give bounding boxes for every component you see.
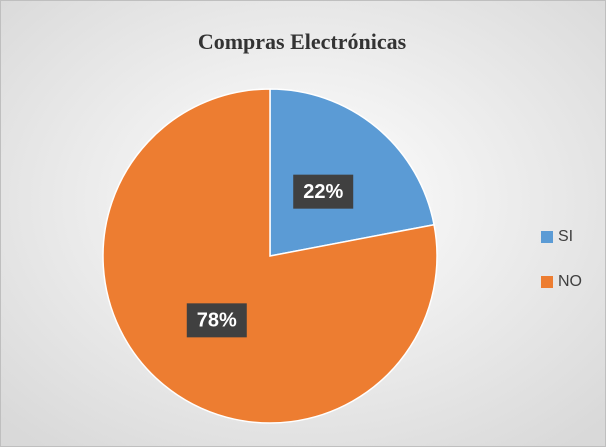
data-label: 78%: [197, 310, 237, 332]
pie-slice: [102, 88, 438, 424]
pie-slice: [269, 88, 435, 257]
data-label-box: [293, 174, 354, 209]
chart-title: Compras Electrónicas: [198, 29, 407, 54]
legend-swatch: [541, 231, 553, 243]
legend-swatch: [541, 276, 553, 288]
legend-label: SI: [558, 228, 573, 245]
data-label-box: [186, 303, 247, 338]
data-label: 22%: [303, 181, 343, 203]
legend-label: NO: [558, 273, 582, 290]
